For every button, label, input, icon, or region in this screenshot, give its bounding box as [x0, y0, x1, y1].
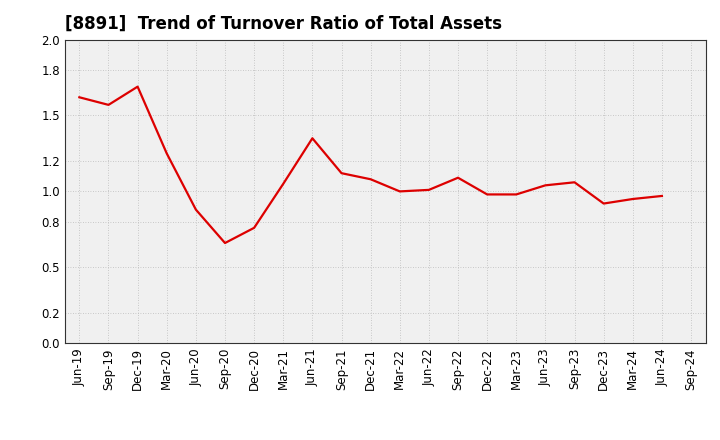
Text: [8891]  Trend of Turnover Ratio of Total Assets: [8891] Trend of Turnover Ratio of Total …: [65, 15, 502, 33]
